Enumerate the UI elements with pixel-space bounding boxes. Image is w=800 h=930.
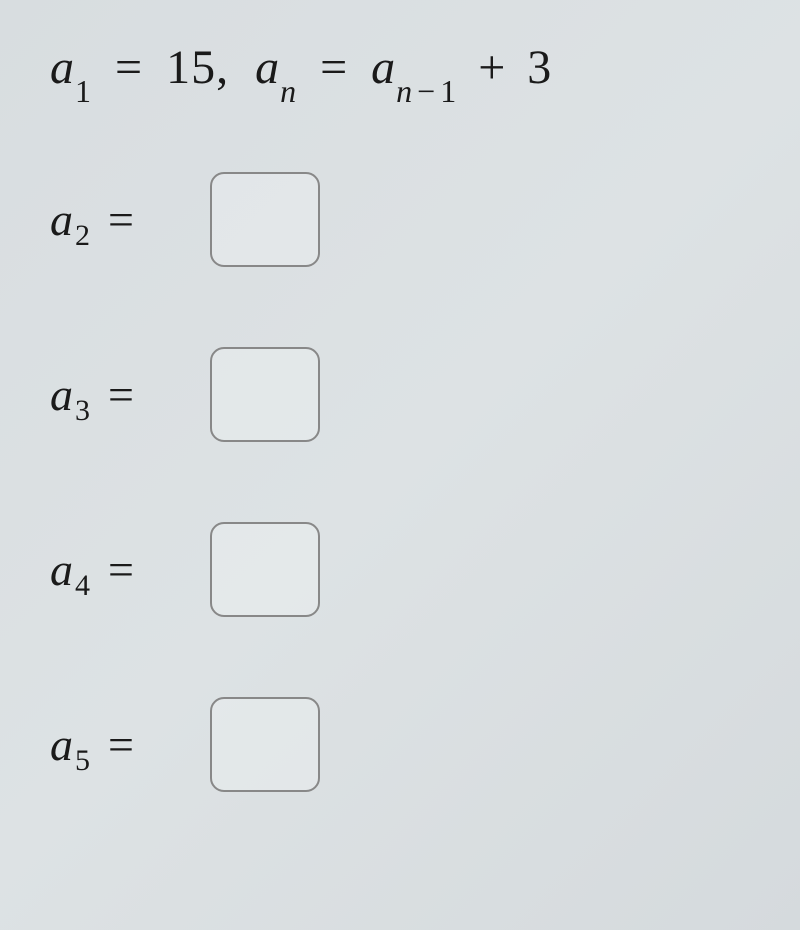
rhs-val: 3 [527,41,552,94]
label-a2: a2 = [50,193,210,246]
label-a5: a5 = [50,718,210,771]
rhs-sub-n: n [396,73,413,109]
a3-var: a [50,368,73,421]
row-a5: a5 = [50,697,750,792]
row-a4: a4 = [50,522,750,617]
a1-sub: 1 [75,73,92,109]
input-a4[interactable] [210,522,320,617]
an-eq: = [320,41,348,94]
input-a3[interactable] [210,347,320,442]
rhs-var: a [371,41,396,94]
a2-sub: 2 [75,219,90,253]
a3-eq: = [108,368,134,421]
a2-eq: = [108,193,134,246]
input-a5[interactable] [210,697,320,792]
a5-var: a [50,718,73,771]
an-var: a [255,41,280,94]
rhs-minus: − [417,73,436,109]
row-a3: a3 = [50,347,750,442]
a1-eq: = [115,41,143,94]
label-a4: a4 = [50,543,210,596]
a4-eq: = [108,543,134,596]
rhs-plus: + [478,41,506,94]
a1-val: 15 [166,41,216,94]
input-a2[interactable] [210,172,320,267]
row-a2: a2 = [50,172,750,267]
rhs-sub-1: 1 [440,73,457,109]
an-sub: n [280,73,297,109]
a4-var: a [50,543,73,596]
a5-sub: 5 [75,744,90,778]
comma: , [216,41,229,94]
a5-eq: = [108,718,134,771]
a1-var: a [50,41,75,94]
a4-sub: 4 [75,569,90,603]
label-a3: a3 = [50,368,210,421]
a3-sub: 3 [75,394,90,428]
a2-var: a [50,193,73,246]
recursive-formula: a1 = 15, an = an−1 + 3 [50,40,750,102]
